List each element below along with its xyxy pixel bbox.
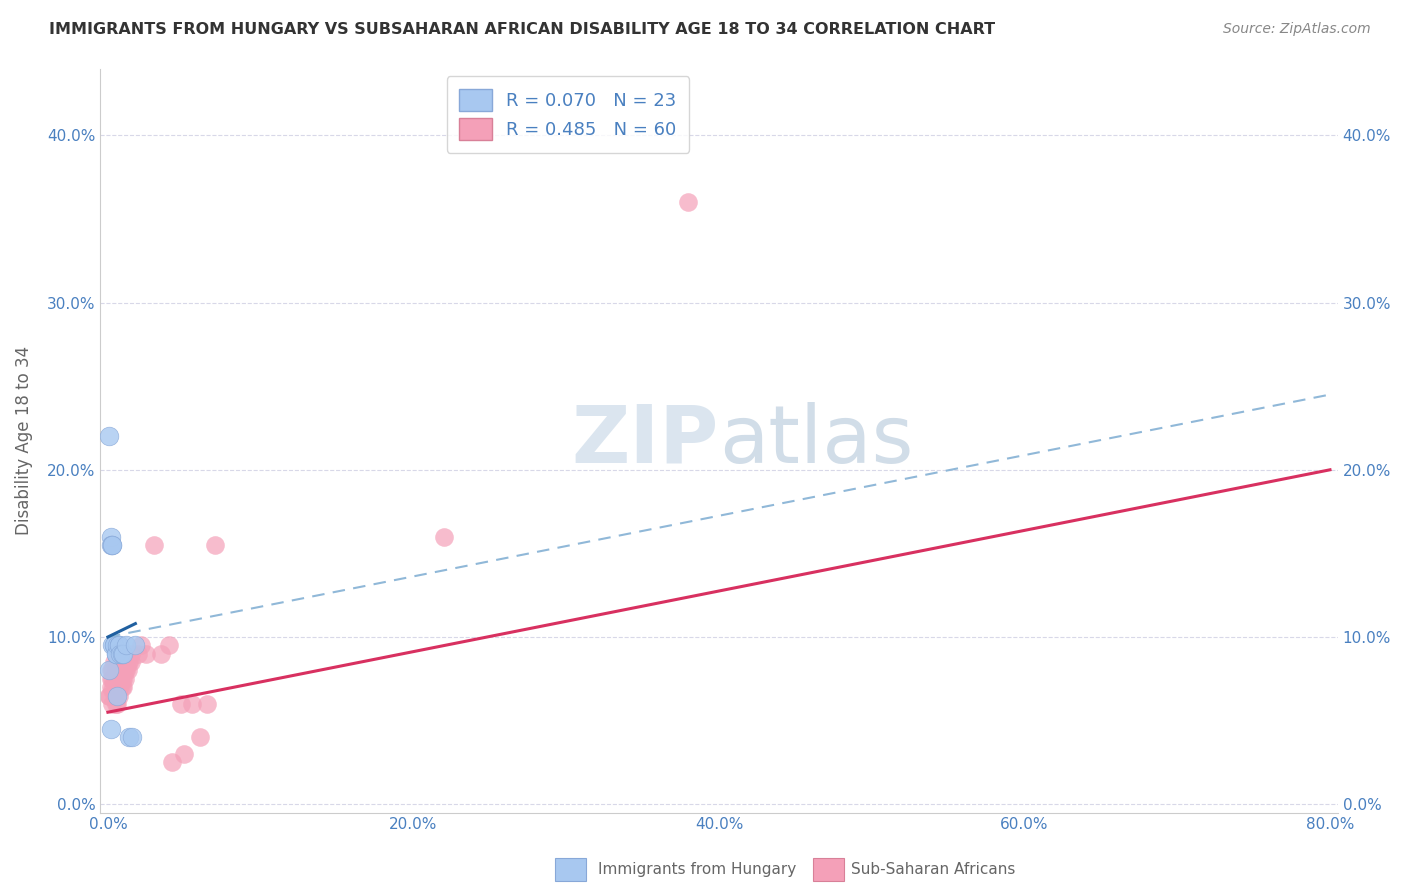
Point xyxy=(117,655,139,669)
Point xyxy=(107,672,129,686)
Legend: R = 0.070   N = 23, R = 0.485   N = 60: R = 0.070 N = 23, R = 0.485 N = 60 xyxy=(447,76,689,153)
Point xyxy=(98,689,121,703)
Point xyxy=(124,638,146,652)
Point xyxy=(105,664,128,678)
Point xyxy=(107,638,129,652)
Point xyxy=(101,683,124,698)
Point xyxy=(114,664,136,678)
Point xyxy=(104,697,127,711)
Point xyxy=(98,689,121,703)
Point xyxy=(98,664,121,678)
Point xyxy=(108,647,131,661)
Point xyxy=(114,672,136,686)
Point xyxy=(173,747,195,761)
Point xyxy=(104,664,127,678)
Point xyxy=(103,677,125,691)
Point xyxy=(108,680,131,694)
Point xyxy=(105,680,128,694)
Text: atlas: atlas xyxy=(718,401,914,480)
Point xyxy=(100,680,122,694)
Point xyxy=(108,672,131,686)
Point xyxy=(100,538,122,552)
Point xyxy=(112,647,135,661)
Point xyxy=(170,697,193,711)
Point xyxy=(111,664,134,678)
Point xyxy=(107,664,129,678)
Point xyxy=(115,655,138,669)
Point xyxy=(103,638,125,652)
Point xyxy=(433,530,456,544)
Point xyxy=(105,672,128,686)
Point xyxy=(204,538,226,552)
Point xyxy=(112,664,135,678)
Point xyxy=(101,538,124,552)
Point xyxy=(105,638,128,652)
Text: Source: ZipAtlas.com: Source: ZipAtlas.com xyxy=(1223,22,1371,37)
Point xyxy=(142,538,165,552)
Point xyxy=(101,538,124,552)
Point xyxy=(98,429,121,443)
Point xyxy=(111,647,134,661)
Point xyxy=(131,638,153,652)
Point xyxy=(104,680,127,694)
Point xyxy=(120,647,142,661)
Point xyxy=(107,680,129,694)
Point xyxy=(107,689,129,703)
Point xyxy=(104,672,127,686)
Point xyxy=(195,697,218,711)
Point xyxy=(100,530,122,544)
Point xyxy=(150,647,173,661)
Point xyxy=(101,664,124,678)
Point xyxy=(127,647,149,661)
Point xyxy=(180,697,202,711)
Point xyxy=(104,689,127,703)
Point xyxy=(115,664,138,678)
Point xyxy=(135,647,157,661)
Point xyxy=(105,655,128,669)
Text: Sub-Saharan Africans: Sub-Saharan Africans xyxy=(851,863,1015,877)
Point xyxy=(112,680,135,694)
Point xyxy=(105,689,128,703)
Text: Immigrants from Hungary: Immigrants from Hungary xyxy=(598,863,796,877)
Point xyxy=(115,638,138,652)
Point xyxy=(103,655,125,669)
Point xyxy=(117,664,139,678)
Point xyxy=(121,731,143,745)
Point xyxy=(100,664,122,678)
Point xyxy=(105,689,128,703)
Point xyxy=(104,647,127,661)
Y-axis label: Disability Age 18 to 34: Disability Age 18 to 34 xyxy=(15,346,32,535)
Point xyxy=(112,672,135,686)
Point xyxy=(120,655,142,669)
Point xyxy=(111,680,134,694)
Point xyxy=(103,666,125,681)
Point xyxy=(100,722,122,736)
Point xyxy=(111,672,134,686)
Point xyxy=(160,756,183,770)
Point xyxy=(101,672,124,686)
Point xyxy=(157,638,180,652)
Point xyxy=(108,664,131,678)
Point xyxy=(103,638,125,652)
Point xyxy=(188,731,211,745)
Text: IMMIGRANTS FROM HUNGARY VS SUBSAHARAN AFRICAN DISABILITY AGE 18 TO 34 CORRELATIO: IMMIGRANTS FROM HUNGARY VS SUBSAHARAN AF… xyxy=(49,22,995,37)
Point xyxy=(118,655,141,669)
Point xyxy=(105,697,128,711)
Text: ZIP: ZIP xyxy=(572,401,718,480)
Point xyxy=(101,697,124,711)
Point xyxy=(118,731,141,745)
Point xyxy=(100,672,122,686)
Point xyxy=(678,195,700,210)
Point xyxy=(104,647,127,661)
Point xyxy=(101,638,124,652)
Point xyxy=(107,638,129,652)
